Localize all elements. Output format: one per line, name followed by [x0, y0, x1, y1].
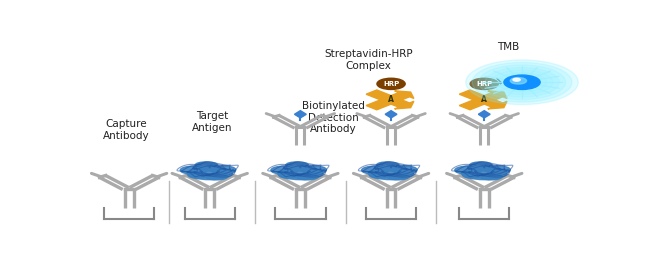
- Circle shape: [513, 78, 520, 81]
- Circle shape: [470, 78, 499, 89]
- Circle shape: [485, 68, 559, 97]
- FancyArrow shape: [366, 90, 414, 109]
- Ellipse shape: [480, 173, 502, 180]
- Circle shape: [497, 73, 547, 92]
- Ellipse shape: [296, 173, 318, 180]
- Text: HRP: HRP: [476, 81, 493, 87]
- Ellipse shape: [188, 172, 209, 178]
- Ellipse shape: [469, 162, 492, 169]
- Ellipse shape: [278, 167, 323, 180]
- Ellipse shape: [187, 167, 233, 180]
- Text: A: A: [481, 95, 488, 104]
- Text: Biotinylated
Detection
Antibody: Biotinylated Detection Antibody: [302, 101, 365, 134]
- Ellipse shape: [369, 172, 390, 178]
- Text: HRP: HRP: [383, 81, 399, 87]
- Circle shape: [472, 62, 572, 102]
- Ellipse shape: [392, 166, 417, 174]
- Polygon shape: [478, 111, 490, 118]
- Ellipse shape: [361, 166, 389, 174]
- Ellipse shape: [205, 173, 228, 180]
- Circle shape: [478, 65, 566, 100]
- Ellipse shape: [195, 162, 218, 169]
- Ellipse shape: [369, 167, 413, 180]
- FancyArrow shape: [460, 90, 507, 109]
- Ellipse shape: [462, 167, 507, 180]
- Text: TMB: TMB: [497, 42, 519, 52]
- Ellipse shape: [385, 165, 404, 171]
- Circle shape: [491, 70, 553, 94]
- Ellipse shape: [294, 165, 313, 171]
- Text: Streptavidin-HRP
Complex: Streptavidin-HRP Complex: [324, 49, 413, 71]
- Polygon shape: [294, 111, 306, 118]
- Ellipse shape: [376, 162, 399, 169]
- FancyArrow shape: [366, 91, 414, 110]
- Ellipse shape: [302, 166, 326, 174]
- Ellipse shape: [203, 165, 223, 171]
- Ellipse shape: [478, 165, 497, 171]
- Ellipse shape: [455, 166, 482, 174]
- Ellipse shape: [211, 166, 236, 174]
- Text: Target
Antigen: Target Antigen: [192, 111, 233, 133]
- Ellipse shape: [463, 172, 483, 178]
- Circle shape: [504, 75, 540, 89]
- FancyArrow shape: [460, 91, 507, 110]
- Ellipse shape: [180, 166, 207, 174]
- Polygon shape: [385, 111, 397, 118]
- Ellipse shape: [387, 173, 410, 180]
- Ellipse shape: [279, 172, 299, 178]
- Text: Capture
Antibody: Capture Antibody: [103, 119, 150, 141]
- Circle shape: [377, 78, 405, 89]
- Circle shape: [466, 60, 578, 105]
- Ellipse shape: [486, 166, 510, 174]
- Circle shape: [510, 77, 526, 84]
- Text: A: A: [388, 95, 394, 104]
- Ellipse shape: [285, 162, 308, 169]
- Ellipse shape: [271, 166, 298, 174]
